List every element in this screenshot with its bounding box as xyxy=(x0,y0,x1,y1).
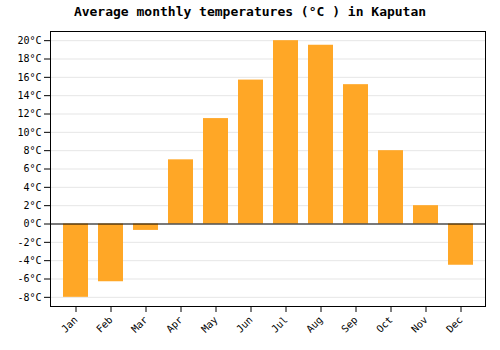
svg-text:0°C: 0°C xyxy=(23,218,41,229)
svg-text:Oct: Oct xyxy=(374,314,395,335)
svg-text:Jul: Jul xyxy=(269,314,290,335)
svg-text:-6°C: -6°C xyxy=(17,273,41,284)
svg-text:12°C: 12°C xyxy=(17,108,41,119)
svg-text:Jan: Jan xyxy=(59,314,80,335)
svg-text:Feb: Feb xyxy=(94,314,115,335)
svg-text:14°C: 14°C xyxy=(17,90,41,101)
svg-text:Sep: Sep xyxy=(339,314,360,335)
svg-text:Mar: Mar xyxy=(129,314,150,335)
svg-text:2°C: 2°C xyxy=(23,200,41,211)
svg-text:10°C: 10°C xyxy=(17,127,41,138)
svg-text:-8°C: -8°C xyxy=(17,292,41,303)
svg-text:6°C: 6°C xyxy=(23,163,41,174)
svg-text:May: May xyxy=(199,314,220,335)
svg-text:Nov: Nov xyxy=(409,314,430,335)
html-text:Average monthly temperatures (: Average monthly temperatures (°C ) in Ka… xyxy=(73,4,427,19)
svg-text:18°C: 18°C xyxy=(17,53,41,64)
svg-text:-2°C: -2°C xyxy=(17,237,41,248)
svg-text:16°C: 16°C xyxy=(17,72,41,83)
svg-text:-4°C: -4°C xyxy=(17,255,41,266)
svg-text:Aug: Aug xyxy=(304,314,325,335)
svg-text:20°C: 20°C xyxy=(17,35,41,46)
svg-text:8°C: 8°C xyxy=(23,145,41,156)
svg-text:Jun: Jun xyxy=(234,314,255,335)
svg-text:4°C: 4°C xyxy=(23,182,41,193)
svg-text:Dec: Dec xyxy=(444,314,465,335)
svg-text:Apr: Apr xyxy=(164,314,185,335)
